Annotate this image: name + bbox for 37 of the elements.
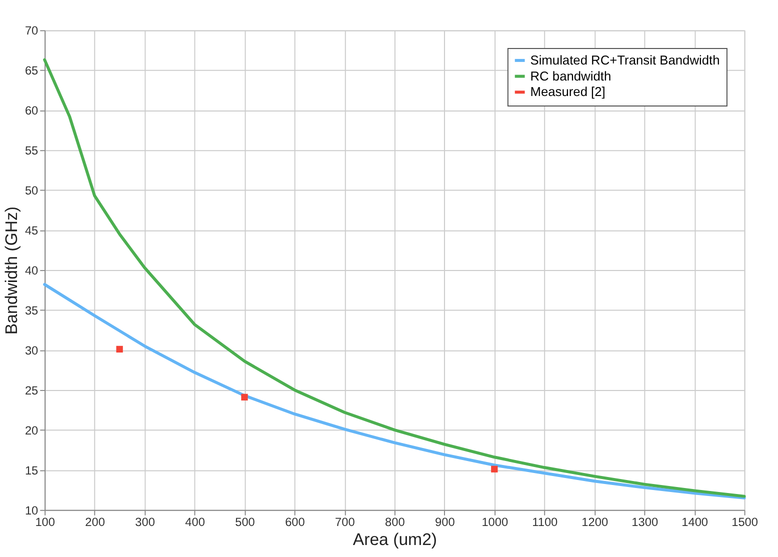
x-tick-label: 1300 [632,515,658,530]
point [116,346,123,353]
x-tick-label: 600 [285,515,306,530]
y-tick-label: 20 [24,423,39,438]
y-tick-label: 60 [24,104,39,118]
point [241,394,248,400]
x-tick-label: 1200 [582,515,608,530]
legend-label: Simulated RC+Transit Bandwidth [530,52,720,68]
y-tick-label: 70 [24,24,39,38]
x-tick-label: 200 [85,515,106,530]
x-tick-label: 1100 [532,515,558,530]
x-tick-label: 800 [385,515,406,530]
y-tick-label: 40 [24,264,39,278]
legend-label: RC bandwidth [530,68,612,84]
x-tick-label: 700 [335,515,356,530]
x-axis-title: Area (um2) [352,530,438,550]
x-tick-label: 1500 [732,515,758,530]
legend-label: Measured [2] [530,84,606,100]
x-tick-label: 400 [185,515,206,530]
x-tick-label: 1000 [482,515,509,530]
y-tick-label: 45 [24,224,39,238]
point [491,466,498,472]
y-tick-label: 55 [24,144,39,158]
x-tick-label: 900 [435,515,456,530]
y-axis-title: Bandwidth (GHz) [2,206,21,335]
y-tick-label: 30 [24,343,39,358]
y-tick-label: 10 [24,503,39,518]
y-tick-label: 25 [24,383,39,398]
x-tick-label: 100 [35,515,56,530]
y-tick-label: 50 [24,184,39,198]
x-tick-label: 500 [235,515,256,530]
y-tick-label: 65 [24,64,39,78]
line-series [43,282,746,500]
x-tick-label: 300 [135,515,156,530]
x-tick-label: 1400 [682,515,708,530]
y-tick-label: 15 [24,463,39,478]
y-tick-label: 35 [24,303,39,318]
